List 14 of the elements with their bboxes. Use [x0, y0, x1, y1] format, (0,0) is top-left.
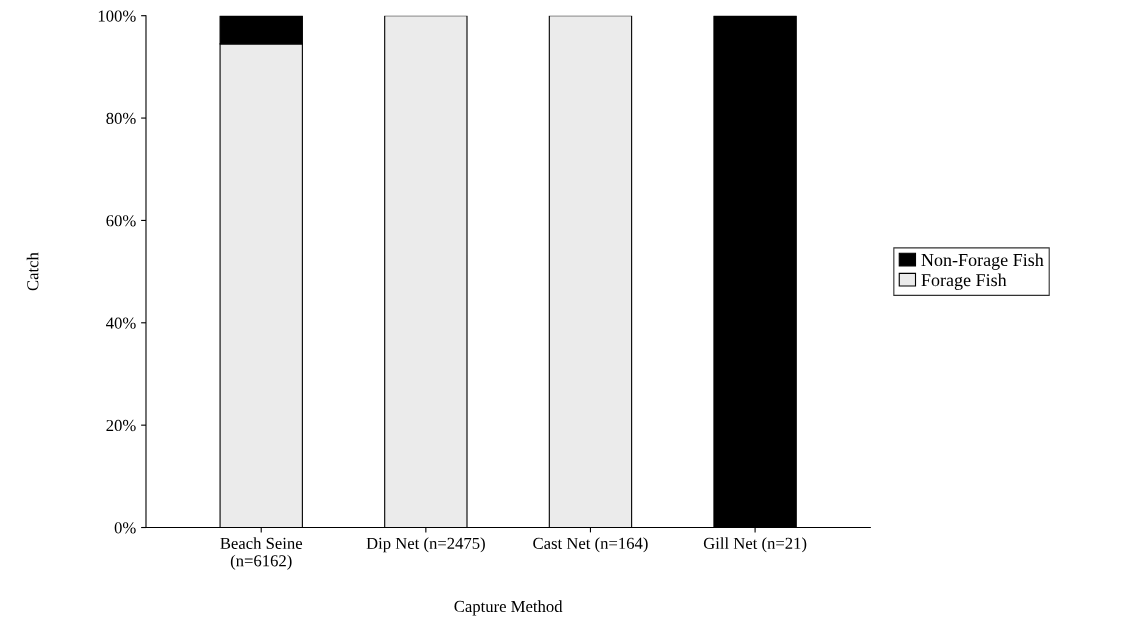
- x-tick-label: Beach Seine (n=6162): [220, 537, 303, 570]
- y-tick-label: 60%: [106, 215, 136, 227]
- y-tick-label: 0%: [114, 522, 136, 534]
- legend-label: Non-Forage Fish: [921, 253, 1044, 270]
- x-tick-label: Cast Net (n=164): [533, 537, 648, 553]
- y-tick-label: 80%: [106, 112, 136, 125]
- x-axis-title: Capture Method: [454, 600, 563, 616]
- y-axis-title: Catch: [26, 252, 39, 291]
- x-tick-label: Gill Net (n=21): [703, 537, 807, 553]
- legend-label: Forage Fish: [921, 273, 1007, 290]
- x-tick-label: Dip Net (n=2475): [366, 537, 485, 553]
- y-tick-label: 100%: [98, 10, 136, 22]
- y-tick-label: 40%: [106, 317, 136, 329]
- y-tick-label: 20%: [106, 419, 136, 432]
